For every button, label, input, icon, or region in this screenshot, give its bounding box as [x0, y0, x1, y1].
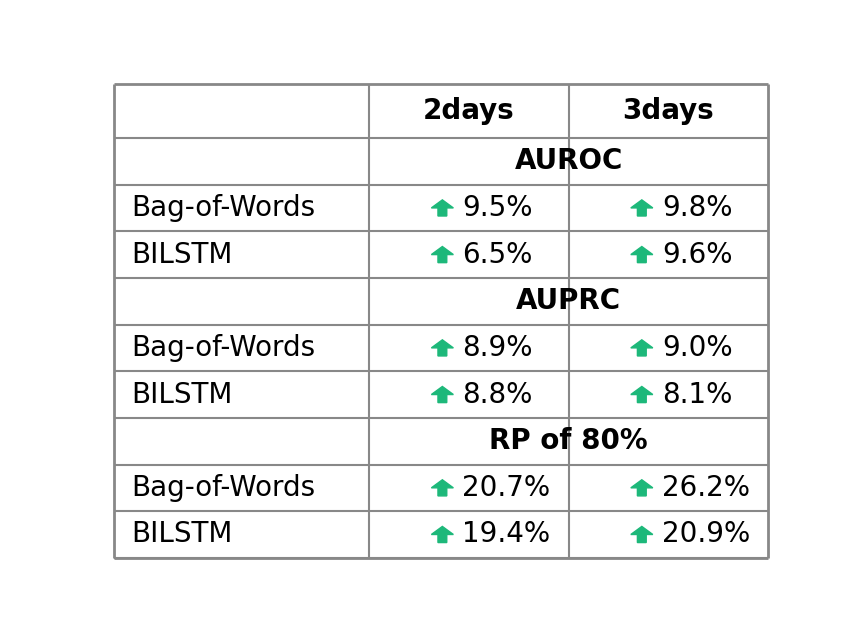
Text: 8.1%: 8.1%	[662, 380, 732, 408]
Polygon shape	[431, 200, 454, 216]
Text: BILSTM: BILSTM	[131, 241, 232, 269]
Text: 20.7%: 20.7%	[462, 474, 550, 502]
Polygon shape	[631, 387, 653, 403]
Polygon shape	[631, 200, 653, 216]
Text: 2days: 2days	[423, 97, 515, 124]
Polygon shape	[431, 246, 454, 263]
Polygon shape	[631, 246, 653, 263]
Text: Bag-of-Words: Bag-of-Words	[131, 334, 315, 362]
Polygon shape	[431, 340, 454, 356]
Text: 20.9%: 20.9%	[662, 521, 750, 549]
Text: 26.2%: 26.2%	[662, 474, 750, 502]
Polygon shape	[631, 340, 653, 356]
Text: 3days: 3days	[623, 97, 715, 124]
Text: 9.6%: 9.6%	[662, 241, 733, 269]
Text: AUPRC: AUPRC	[517, 287, 622, 315]
Text: 9.5%: 9.5%	[462, 194, 533, 222]
Text: RP of 80%: RP of 80%	[489, 427, 648, 455]
Text: 8.9%: 8.9%	[462, 334, 533, 362]
Text: 9.0%: 9.0%	[662, 334, 733, 362]
Polygon shape	[631, 480, 653, 496]
Polygon shape	[431, 387, 454, 403]
Polygon shape	[431, 526, 454, 542]
Text: 8.8%: 8.8%	[462, 380, 533, 408]
Text: 6.5%: 6.5%	[462, 241, 533, 269]
Text: 9.8%: 9.8%	[662, 194, 733, 222]
Polygon shape	[631, 526, 653, 542]
Polygon shape	[431, 480, 454, 496]
Text: Bag-of-Words: Bag-of-Words	[131, 194, 315, 222]
Text: Bag-of-Words: Bag-of-Words	[131, 474, 315, 502]
Text: BILSTM: BILSTM	[131, 380, 232, 408]
Text: 19.4%: 19.4%	[462, 521, 550, 549]
Text: BILSTM: BILSTM	[131, 521, 232, 549]
Text: AUROC: AUROC	[515, 147, 623, 175]
